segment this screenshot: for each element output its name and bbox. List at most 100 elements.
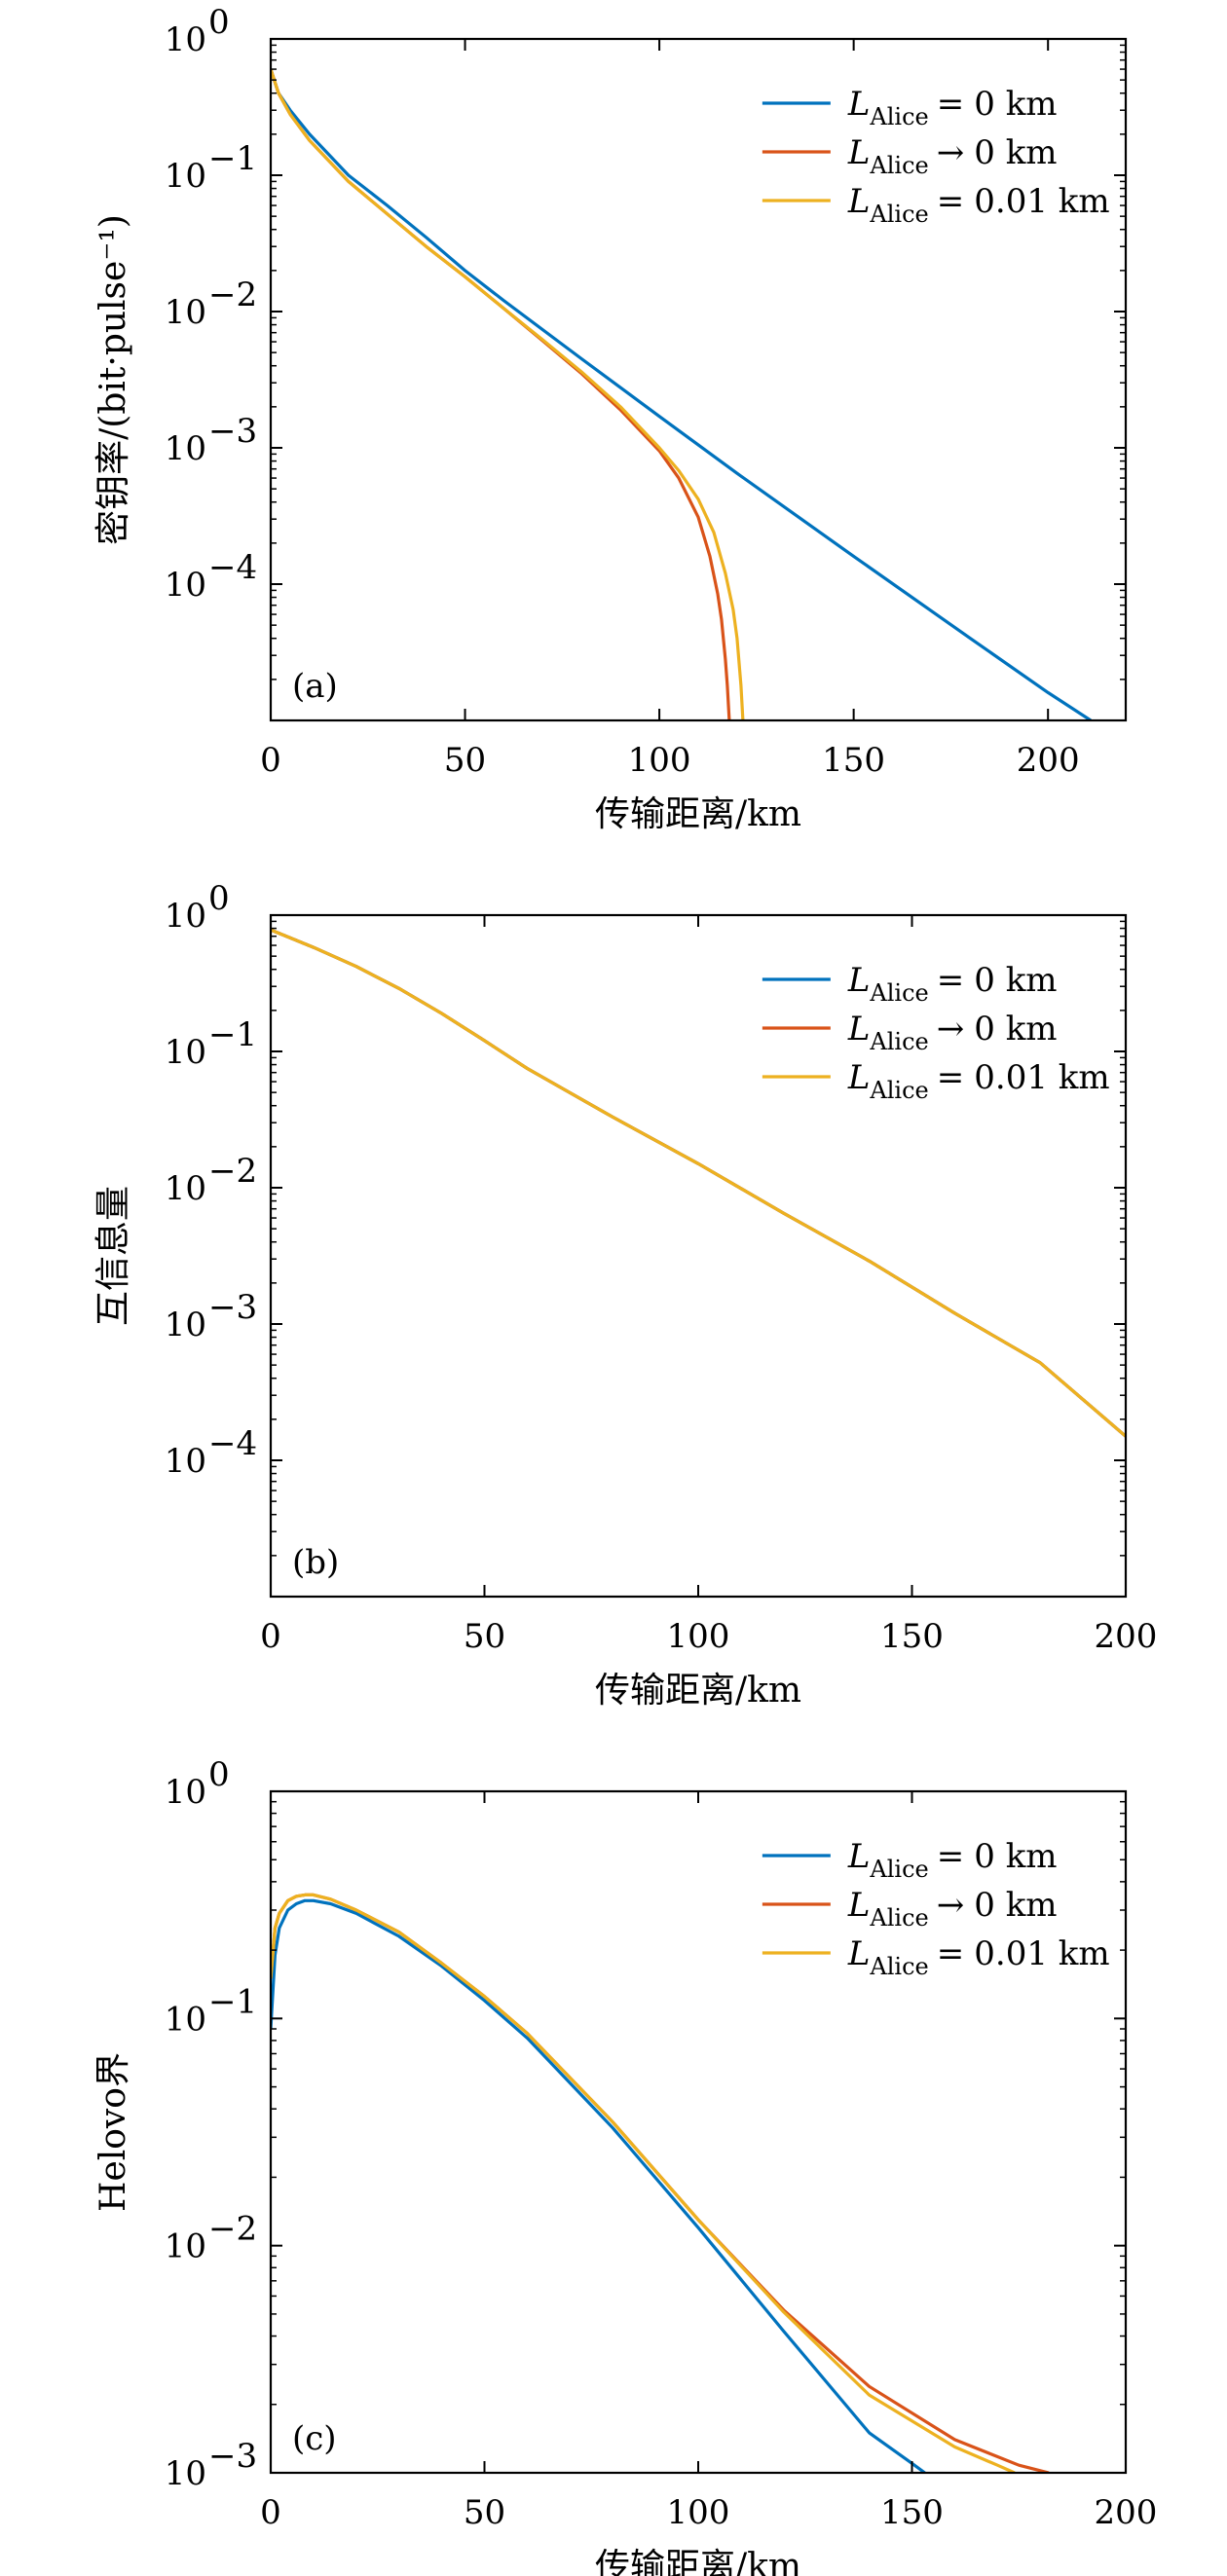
legend-entry-2: LAlice → 0 km (762, 1010, 1058, 1055)
series-line-2 (271, 928, 1126, 1438)
y-tick-base: 10 (165, 1773, 206, 1812)
series-group (271, 1893, 1050, 2473)
y-tick-label: 10 −3 (165, 2437, 257, 2493)
y-tick-label: 10 −4 (165, 1424, 257, 1481)
legend-entry-1: LAlice = 0 km (762, 1837, 1058, 1883)
legend-relation: = (937, 1058, 965, 1097)
x-tick-label: 100 (628, 741, 691, 780)
x-axis-label: 传输距离/km (595, 2547, 801, 2576)
x-tick-label: 0 (260, 741, 281, 780)
x-tick-label: 0 (260, 2493, 281, 2532)
legend-symbol: L (847, 182, 871, 221)
y-tick-base: 10 (165, 1033, 206, 1072)
y-axis-label: 互信息量 (93, 1186, 133, 1326)
legend-symbol: L (847, 85, 871, 124)
legend-subscript: Alice (869, 1077, 928, 1104)
legend-subscript: Alice (869, 979, 928, 1007)
legend-value: 0.01 km (974, 1058, 1109, 1097)
y-tick-label: 10 −1 (165, 1015, 257, 1072)
legend-entry-1: LAlice = 0 km (762, 961, 1058, 1007)
series-line-1 (271, 1898, 926, 2473)
x-tick-label: 100 (667, 1617, 730, 1656)
series-line-3 (271, 928, 1126, 1438)
y-axis-label: 密钥率/(bit·pulse⁻¹) (93, 214, 133, 545)
y-tick-label: 10 −3 (165, 412, 257, 468)
y-tick-exponent: 0 (208, 879, 230, 918)
x-tick-label: 200 (1095, 2493, 1158, 2532)
legend-entry-3: LAlice = 0.01 km (762, 182, 1110, 228)
y-tick-exponent: 0 (208, 3, 230, 42)
legend-relation: = (937, 182, 965, 221)
y-tick-label: 10 −3 (165, 1288, 257, 1344)
legend-relation: = (937, 961, 965, 1000)
legend-value: 0 km (974, 1886, 1057, 1925)
legend-subscript: Alice (869, 1904, 928, 1932)
panel-label: (b) (292, 1543, 339, 1582)
y-tick-exponent: −3 (208, 1288, 257, 1327)
legend-relation: = (937, 85, 965, 124)
legend-label: LAlice → 0 km (847, 133, 1058, 179)
legend-subscript: Alice (869, 201, 928, 228)
panel-label: (a) (292, 667, 338, 706)
plot-frame (269, 37, 1128, 722)
legend-subscript: Alice (869, 152, 928, 179)
y-tick-base: 10 (165, 2000, 206, 2039)
y-tick-base: 10 (165, 2227, 206, 2266)
x-tick-label: 50 (464, 2493, 505, 2532)
y-tick-base: 10 (165, 1169, 206, 1208)
y-tick-exponent: −1 (208, 1982, 257, 2021)
legend-entry-3: LAlice = 0.01 km (762, 1934, 1110, 1980)
legend-value: 0.01 km (974, 1934, 1109, 1973)
legend-value: 0 km (974, 1837, 1057, 1876)
x-axis-label: 传输距离/km (595, 794, 801, 834)
y-axis-label: Helovo界 (93, 2052, 133, 2212)
legend-value: 0 km (974, 1010, 1057, 1049)
legend-relation: → (937, 1886, 965, 1925)
x-tick-label: 50 (464, 1617, 505, 1656)
series-group (271, 928, 1126, 1438)
y-tick-exponent: −1 (208, 1015, 257, 1054)
y-tick-exponent: −3 (208, 412, 257, 451)
y-tick-label: 10 0 (165, 3, 230, 59)
legend-entry-2: LAlice → 0 km (762, 133, 1058, 179)
y-tick-exponent: −4 (208, 1424, 257, 1463)
legend-value: 0 km (974, 961, 1057, 1000)
y-tick-base: 10 (165, 897, 206, 936)
legend-symbol: L (847, 1886, 871, 1925)
series-line-3 (271, 68, 745, 720)
y-tick-label: 10 −4 (165, 548, 257, 605)
legend-label: LAlice = 0.01 km (847, 1058, 1110, 1104)
y-tick-exponent: −2 (208, 1152, 257, 1191)
y-tick-label: 10 −2 (165, 2210, 257, 2266)
y-tick-base: 10 (165, 157, 206, 196)
x-tick-label: 150 (880, 2493, 944, 2532)
legend-symbol: L (847, 133, 871, 172)
y-tick-exponent: −4 (208, 548, 257, 587)
legend-value: 0.01 km (974, 182, 1109, 221)
y-tick-label: 10 0 (165, 1755, 230, 1812)
y-tick-exponent: 0 (208, 1755, 230, 1794)
y-tick-base: 10 (165, 2454, 206, 2493)
legend-relation: → (937, 133, 965, 172)
legend-subscript: Alice (869, 103, 928, 130)
y-tick-base: 10 (165, 293, 206, 332)
legend-value: 0 km (974, 133, 1057, 172)
x-tick-label: 200 (1095, 1617, 1158, 1656)
legend-subscript: Alice (869, 1028, 928, 1055)
y-tick-base: 10 (165, 566, 206, 605)
x-tick-label: 0 (260, 1617, 281, 1656)
y-tick-exponent: −2 (208, 276, 257, 314)
legend-label: LAlice = 0.01 km (847, 182, 1110, 228)
series-line-1 (271, 68, 1092, 720)
legend-relation: → (937, 1010, 965, 1049)
legend-symbol: L (847, 1058, 871, 1097)
y-tick-exponent: −2 (208, 2210, 257, 2249)
series-line-1 (271, 928, 1126, 1438)
legend-subscript: Alice (869, 1953, 928, 1980)
legend-symbol: L (847, 1934, 871, 1973)
x-tick-label: 150 (880, 1617, 944, 1656)
y-tick-base: 10 (165, 20, 206, 59)
